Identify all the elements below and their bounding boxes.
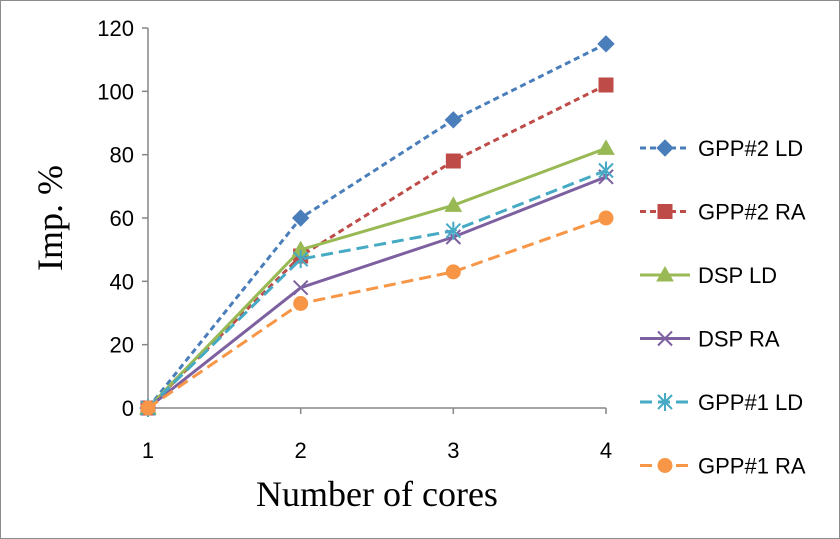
legend-item-gpp-1-ld: GPP#1 LD [640,390,803,415]
series-line-gpp-1-ld [146,169,607,410]
legend-label: GPP#2 RA [698,200,806,225]
series-line-gpp-2-ld [146,42,607,409]
x-tick-label: 1 [142,438,154,463]
data-point-gpp-2-ld [291,209,310,227]
series-line-gpp-2-ra [146,83,607,410]
legend-item-dsp-ld: DSP LD [640,263,777,288]
legend-label: GPP#1 LD [698,390,803,415]
legend-item-gpp-1-ra: GPP#1 RA [640,454,806,479]
data-point-gpp-1-ld [292,250,309,269]
y-tick-label: 0 [122,396,134,421]
series-line-dsp-ra [147,175,607,410]
x-axis-title: Number of cores [256,474,498,514]
data-point-gpp-1-ld [445,221,462,240]
y-tick-label: 120 [97,16,134,41]
data-point-gpp-2-ra [445,153,461,169]
legend-item-gpp-2-ra: GPP#2 RA [640,200,806,225]
data-point-gpp-2-ld [597,35,615,53]
legend-label: DSP RA [698,327,780,352]
legend-marker [656,139,674,157]
data-point-gpp-1-ra [293,296,309,311]
y-axis-title: Imp. % [30,165,70,271]
x-tick-label: 4 [600,438,612,463]
x-tick-label: 2 [295,438,307,463]
data-point-gpp-1-ra [445,264,461,280]
y-tick-label: 80 [110,143,134,168]
data-point-dsp-ld [597,139,615,155]
legend-label: GPP#1 RA [698,454,806,479]
legend-marker [656,265,674,282]
legend-item-gpp-2-ld: GPP#2 LD [640,136,803,161]
legend-item-dsp-ra: DSP RA [640,327,780,352]
y-tick-label: 100 [97,79,134,104]
series-line-gpp-1-ra [147,216,607,410]
legend-marker [657,330,673,347]
data-point-gpp-2-ra [598,77,614,93]
y-tick-label: 20 [110,333,134,358]
y-tick-label: 40 [110,269,134,294]
data-point-dsp-ld [444,196,463,212]
legend-marker [657,458,673,473]
legend-marker [657,204,673,219]
data-point-gpp-1-ld [598,161,614,180]
series-line-dsp-ld [146,146,607,410]
legend-label: GPP#2 LD [698,136,803,161]
x-tick-label: 3 [447,438,459,463]
legend-label: DSP LD [698,263,777,288]
y-tick-label: 60 [110,206,134,231]
data-point-gpp-1-ra [598,210,614,226]
data-point-dsp-ra [292,279,309,296]
legend-marker [657,393,673,411]
data-point-gpp-1-ra [140,400,156,416]
data-point-gpp-2-ld [444,111,463,129]
